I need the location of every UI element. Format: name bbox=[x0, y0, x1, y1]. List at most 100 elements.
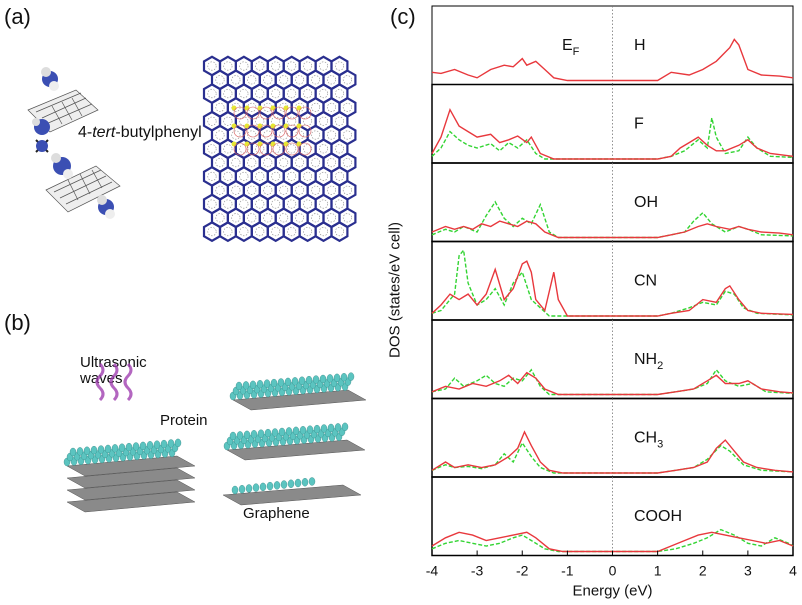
lattice-hexagon bbox=[250, 221, 269, 243]
protein-bead bbox=[292, 426, 300, 436]
x-tick-label: 1 bbox=[654, 563, 662, 579]
x-tick-label: -4 bbox=[426, 563, 439, 579]
lattice-ring bbox=[335, 144, 345, 154]
lattice-ring bbox=[319, 227, 329, 237]
protein-bead bbox=[118, 443, 126, 452]
protein-bead bbox=[104, 444, 112, 454]
lattice-ring bbox=[231, 213, 241, 223]
functional-site bbox=[231, 141, 237, 147]
dos-series-red bbox=[431, 107, 794, 160]
lattice-ring bbox=[295, 213, 305, 223]
functional-ring bbox=[233, 124, 247, 138]
protein-bead bbox=[250, 430, 258, 439]
functional-site bbox=[257, 141, 263, 147]
functional-ring bbox=[259, 142, 273, 156]
dos-series-red bbox=[431, 220, 794, 239]
protein-bead bbox=[266, 481, 274, 491]
lattice-ring bbox=[271, 61, 281, 71]
y-axis-label: DOS (states/eV cell) bbox=[386, 222, 404, 358]
graphene-label: Graphene bbox=[243, 505, 310, 522]
lattice-ring bbox=[319, 171, 329, 181]
protein-bead bbox=[235, 381, 243, 391]
lattice-ring bbox=[279, 213, 289, 223]
protein-bead bbox=[270, 378, 278, 388]
dos-panel-label: OH bbox=[634, 194, 658, 211]
functional-site bbox=[244, 141, 250, 147]
lattice-ring bbox=[311, 130, 321, 140]
lattice-ring bbox=[223, 61, 233, 71]
lattice-ring bbox=[239, 61, 249, 71]
graphene-sheet bbox=[222, 484, 362, 506]
graphene-sheet bbox=[226, 439, 366, 461]
lattice-ring bbox=[287, 144, 297, 154]
functional-ring bbox=[298, 142, 312, 156]
lattice-ring bbox=[223, 227, 233, 237]
functional-ring bbox=[298, 124, 312, 138]
lattice-ring bbox=[207, 171, 217, 181]
protein-bead bbox=[125, 442, 133, 452]
protein-bead bbox=[312, 375, 320, 384]
dos-panel-label: F bbox=[634, 116, 644, 133]
panel-c-label: (c) bbox=[390, 4, 416, 29]
panel-b-label: (b) bbox=[4, 310, 31, 335]
lattice-hexagon bbox=[314, 221, 333, 243]
lattice-ring bbox=[342, 102, 352, 112]
molecule-label-suffix: -butylphenyl bbox=[115, 124, 202, 141]
functional-site bbox=[231, 123, 237, 129]
lattice-ring bbox=[335, 199, 345, 209]
dos-panel-label-subscript: 3 bbox=[657, 439, 663, 451]
protein-bead bbox=[299, 426, 307, 435]
protein-bead bbox=[264, 428, 272, 438]
protein-bead bbox=[287, 479, 295, 488]
protein-bead bbox=[160, 439, 168, 449]
dos-series-green bbox=[431, 441, 794, 474]
dos-panel-label: CH3 bbox=[634, 430, 663, 451]
lattice-ring bbox=[342, 158, 352, 168]
protein-bead bbox=[273, 481, 281, 490]
protein-bead bbox=[277, 378, 285, 387]
lattice-ring bbox=[342, 75, 352, 85]
protein-bead bbox=[83, 446, 91, 455]
protein-bead bbox=[139, 441, 147, 451]
functional-site bbox=[244, 123, 250, 129]
lattice-ring bbox=[295, 158, 305, 168]
x-tick-label: -3 bbox=[471, 563, 484, 579]
protein-bead bbox=[333, 373, 341, 383]
dos-series-red bbox=[431, 430, 794, 474]
lattice-ring bbox=[311, 75, 321, 85]
lattice-ring bbox=[255, 227, 265, 237]
protein-bead bbox=[340, 373, 348, 382]
protein-bead bbox=[76, 447, 84, 456]
protein-bead bbox=[291, 377, 299, 386]
functional-ring bbox=[259, 106, 273, 120]
lattice-ring bbox=[247, 130, 257, 140]
lattice-ring bbox=[215, 130, 225, 140]
lattice-ring bbox=[335, 61, 345, 71]
functional-site bbox=[296, 123, 302, 129]
lattice-hexagon bbox=[218, 221, 237, 243]
dos-panel-label-subscript: 2 bbox=[657, 360, 663, 372]
lattice-ring bbox=[263, 185, 273, 195]
functional-site bbox=[296, 141, 302, 147]
lattice-ring bbox=[263, 213, 273, 223]
lattice-ring bbox=[287, 227, 297, 237]
lattice-ring bbox=[215, 102, 225, 112]
lattice-ring bbox=[271, 144, 281, 154]
lattice-ring bbox=[287, 116, 297, 126]
protein-bead bbox=[305, 375, 313, 385]
protein-bead bbox=[285, 427, 293, 436]
lattice-ring bbox=[271, 199, 281, 209]
functional-ring bbox=[272, 106, 286, 120]
fermi-level-label: EF bbox=[562, 37, 580, 58]
protein-bead bbox=[341, 422, 349, 432]
lattice-ring bbox=[255, 89, 265, 99]
lattice-ring bbox=[207, 144, 217, 154]
lattice-ring bbox=[335, 227, 345, 237]
lattice-ring bbox=[239, 199, 249, 209]
protein-bead bbox=[306, 425, 314, 434]
lattice-ring bbox=[287, 61, 297, 71]
exfoliation-illustration bbox=[63, 362, 367, 513]
functional-site bbox=[244, 105, 250, 111]
lattice-ring bbox=[231, 158, 241, 168]
lattice-ring bbox=[247, 213, 257, 223]
